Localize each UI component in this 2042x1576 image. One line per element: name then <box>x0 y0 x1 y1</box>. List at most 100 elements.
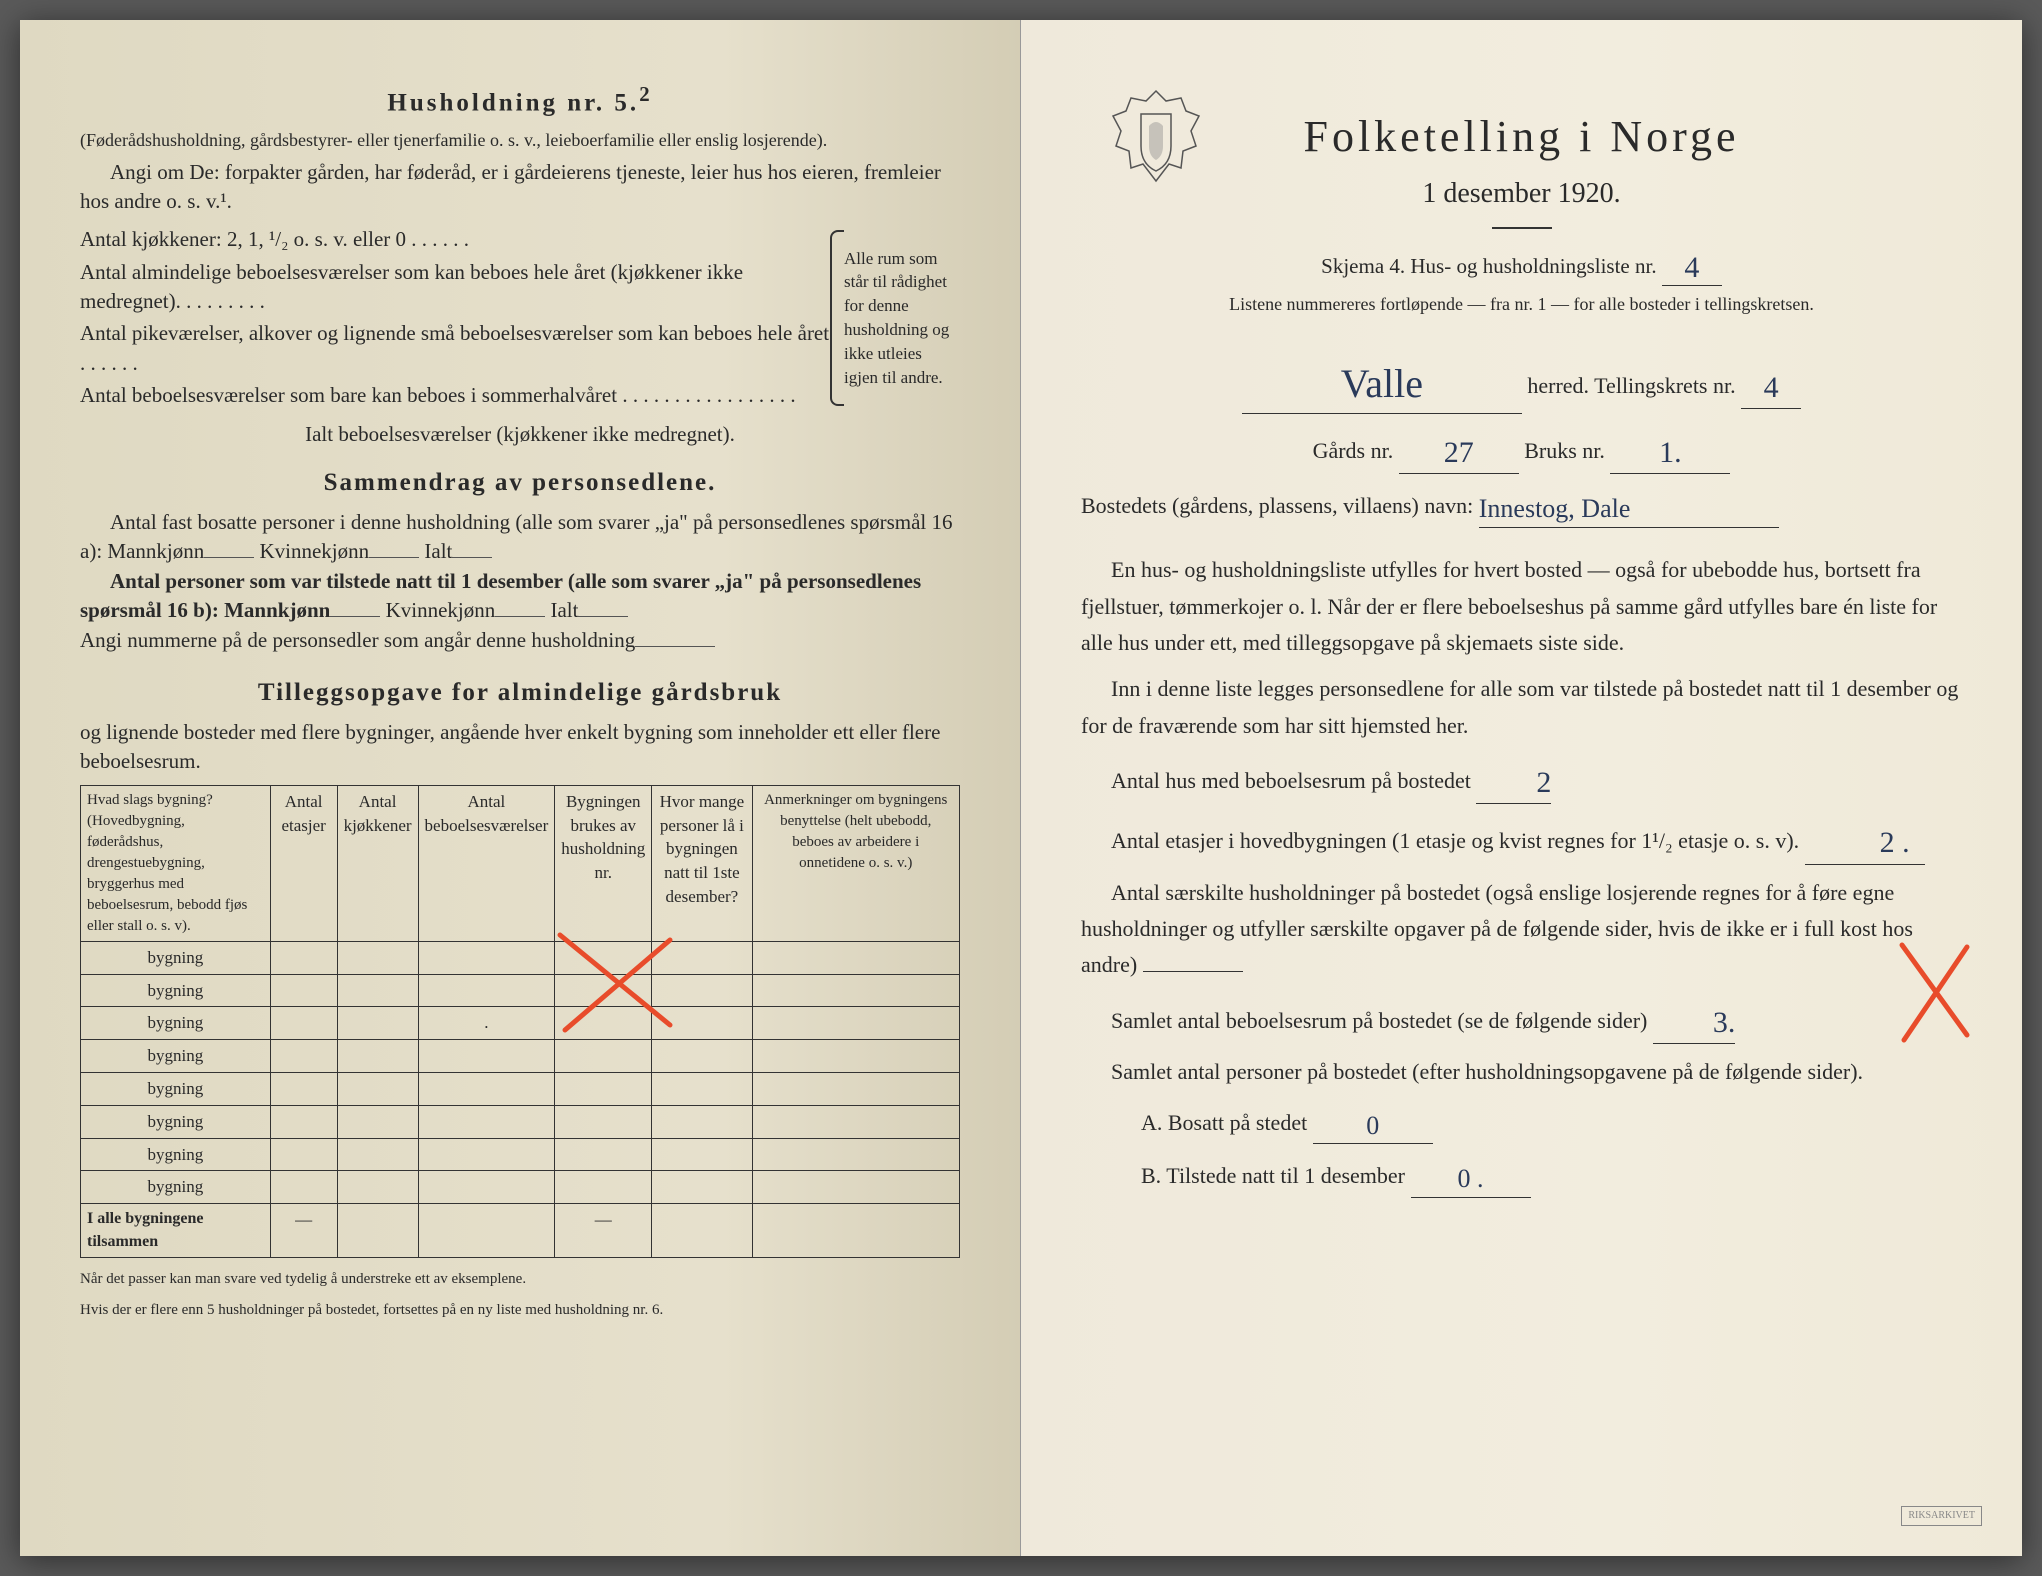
sammen-ialt-2: Ialt <box>550 598 578 622</box>
bygning-cell: bygning <box>81 1072 271 1105</box>
etasjer-hw: 2 . <box>1850 818 1910 868</box>
sub-date: 1 desember 1920. <box>1081 174 1962 213</box>
herred-label: herred. Tellingskrets nr. <box>1527 373 1735 398</box>
table-row: bygning <box>81 1072 960 1105</box>
sammen-l3-text: Angi nummerne på de personsedler som ang… <box>80 628 635 652</box>
main-title: Folketelling i Norge <box>1081 106 1962 168</box>
table-row: bygning <box>81 941 960 974</box>
bygning-cell: bygning <box>81 1171 271 1204</box>
a-label: A. Bosatt på stedet <box>1141 1110 1307 1135</box>
sarskilte-label: Antal særskilte husholdninger på bostede… <box>1081 880 1913 978</box>
listene-note: Listene nummereres fortløpende — fra nr.… <box>1081 292 1962 317</box>
table-row: bygning <box>81 1105 960 1138</box>
a-line: A. Bosatt på stedet 0 <box>1141 1101 1962 1145</box>
bygning-cell: bygning <box>81 941 271 974</box>
th-bygning-type: Hvad slags bygning? (Hovedbygning, føder… <box>81 785 271 941</box>
table-header-row: Hvad slags bygning? (Hovedbygning, føder… <box>81 785 960 941</box>
table-row: bygning <box>81 974 960 1007</box>
samlet-rum-line: Samlet antal beboelsesrum på bostedet (s… <box>1081 994 1962 1045</box>
para-2: Inn i denne liste legges personsedlene f… <box>1081 671 1962 744</box>
bygning-cell: bygning <box>81 974 271 1007</box>
h5-subtitle-1: (Føderådshusholdning, gårdsbestyrer- ell… <box>80 128 960 153</box>
bosted-line: Bostedets (gårdens, plassens, villaens) … <box>1081 484 1962 528</box>
skjema-nr-hw: 4 <box>1684 247 1699 289</box>
right-header: Folketelling i Norge 1 desember 1920. Sk… <box>1081 106 1962 317</box>
samlet-rum-hw: 3. <box>1683 998 1736 1048</box>
coat-of-arms-icon <box>1111 86 1201 196</box>
kitchen-line: Antal kjøkkener: 2, 1, ¹/₂ o. s. v. elle… <box>80 225 830 254</box>
bruks-nr-hw: 1. <box>1659 428 1682 478</box>
th-etasjer: Antal etasjer <box>270 785 337 941</box>
bosted-label: Bostedets (gårdens, plassens, villaens) … <box>1081 493 1473 518</box>
right-page: Folketelling i Norge 1 desember 1920. Sk… <box>1021 20 2022 1556</box>
b-hw: 0 . <box>1458 1158 1484 1201</box>
sammen-l1a: Antal fast bosatte personer i denne hush… <box>80 510 953 563</box>
table-total-row: I alle bygningene tilsammen—— <box>81 1204 960 1258</box>
divider-line <box>1492 227 1552 229</box>
brace-right-note: Alle rum som står til rådighet for denne… <box>830 222 960 413</box>
section-title-husholdning: Husholdning nr. 5.2 <box>80 80 960 120</box>
sarskilte-wrapper: Antal særskilte husholdninger på bostede… <box>1081 875 1962 1044</box>
etasjer-line: Antal etasjer i hovedbygningen (1 etasje… <box>1081 814 1962 865</box>
th-beboelse: Antal beboelsesværelser <box>418 785 555 941</box>
sammen-para-1: Antal fast bosatte personer i denne hush… <box>80 508 960 567</box>
table-body: bygning bygning bygning. bygning bygning… <box>81 941 960 1257</box>
footnote-2: Hvis der er flere enn 5 husholdninger på… <box>80 1301 960 1321</box>
brace-left-content: Antal kjøkkener: 2, 1, ¹/₂ o. s. v. elle… <box>80 222 830 413</box>
bygning-cell: bygning <box>81 1007 271 1040</box>
h5-sup: 2 <box>639 82 652 106</box>
brace-block: Antal kjøkkener: 2, 1, ¹/₂ o. s. v. elle… <box>80 222 960 413</box>
skjema-line: Skjema 4. Hus- og husholdningsliste nr. … <box>1081 243 1962 286</box>
section-title-tillegg: Tilleggsopgave for almindelige gårdsbruk <box>80 675 960 710</box>
bosted-hw: Innestog, Dale <box>1479 488 1631 531</box>
brace-line-1: Antal almindelige beboelsesværelser som … <box>80 258 830 317</box>
tillegg-sub: og lignende bosteder med flere bygninger… <box>80 718 960 777</box>
herred-hw: Valle <box>1341 351 1423 417</box>
table-row: bygning <box>81 1138 960 1171</box>
sammen-kvinne-1: Kvinnekjønn <box>259 539 369 563</box>
sammen-ialt-1: Ialt <box>424 539 452 563</box>
right-body: Valle herred. Tellingskrets nr. 4 Gårds … <box>1081 347 1962 1198</box>
bygning-cell: bygning <box>81 1138 271 1171</box>
brace-line-2: Antal pikeværelser, alkover og lignende … <box>80 319 830 378</box>
a-hw: 0 <box>1366 1105 1379 1148</box>
sammen-kvinne-2: Kvinnekjønn <box>386 598 496 622</box>
total-label: I alle bygningene tilsammen <box>81 1204 271 1258</box>
footnote-1: Når det passer kan man svare ved tydelig… <box>80 1270 960 1290</box>
h5-subtitle-2: Angi om De: forpakter gården, har føderå… <box>80 158 960 217</box>
etasjer-label: Antal etasjer i hovedbygningen (1 etasje… <box>1111 828 1799 853</box>
th-personer: Hvor mange personer lå i bygningen natt … <box>652 785 752 941</box>
section-title-sammendrag: Sammendrag av personsedlene. <box>80 465 960 500</box>
b-label: B. Tilstede natt til 1 desember <box>1141 1163 1405 1188</box>
bruks-label: Bruks nr. <box>1524 438 1605 463</box>
gards-label: Gårds nr. <box>1313 438 1394 463</box>
b-line: B. Tilstede natt til 1 desember 0 . <box>1141 1154 1962 1198</box>
th-brukes: Bygningen brukes av husholdning nr. <box>555 785 652 941</box>
document-spread: Husholdning nr. 5.2 (Føderådshusholdning… <box>20 20 2022 1556</box>
library-stamp: RIKSARKIVET <box>1901 1506 1982 1526</box>
gards-line: Gårds nr. 27 Bruks nr. 1. <box>1081 424 1962 475</box>
table-row: bygning <box>81 1040 960 1073</box>
krets-nr-hw: 4 <box>1764 363 1779 413</box>
para-1: En hus- og husholdningsliste utfylles fo… <box>1081 552 1962 661</box>
antal-hus-hw: 2 <box>1506 758 1551 808</box>
table-row: bygning <box>81 1171 960 1204</box>
brace-line-3: Antal beboelsesværelser som bare kan beb… <box>80 381 830 410</box>
sammen-para-3: Angi nummerne på de personsedler som ang… <box>80 626 960 655</box>
sarskilte-line: Antal særskilte husholdninger på bostede… <box>1081 875 1962 984</box>
table-wrapper: Hvad slags bygning? (Hovedbygning, føder… <box>80 785 960 1258</box>
skjema-text: Skjema 4. Hus- og husholdningsliste nr. <box>1321 254 1656 278</box>
ialt-line: Ialt beboelsesværelser (kjøkkener ikke m… <box>80 420 960 449</box>
sammen-l2a: Antal personer som var tilstede natt til… <box>80 569 921 622</box>
samlet-rum-label: Samlet antal beboelsesrum på bostedet (s… <box>1111 1008 1647 1033</box>
bygning-cell: bygning <box>81 1105 271 1138</box>
th-anmerkninger: Anmerkninger om bygningens benyttelse (h… <box>752 785 960 941</box>
sammen-para-2: Antal personer som var tilstede natt til… <box>80 567 960 626</box>
th-kjokkener: Antal kjøkkener <box>337 785 418 941</box>
gards-nr-hw: 27 <box>1444 428 1474 478</box>
building-table: Hvad slags bygning? (Hovedbygning, føder… <box>80 785 960 1258</box>
herred-line: Valle herred. Tellingskrets nr. 4 <box>1081 347 1962 414</box>
h5-title: Husholdning nr. 5. <box>387 89 639 116</box>
samlet-pers-line: Samlet antal personer på bostedet (efter… <box>1081 1054 1962 1090</box>
antal-hus-label: Antal hus med beboelsesrum på bostedet <box>1111 768 1471 793</box>
